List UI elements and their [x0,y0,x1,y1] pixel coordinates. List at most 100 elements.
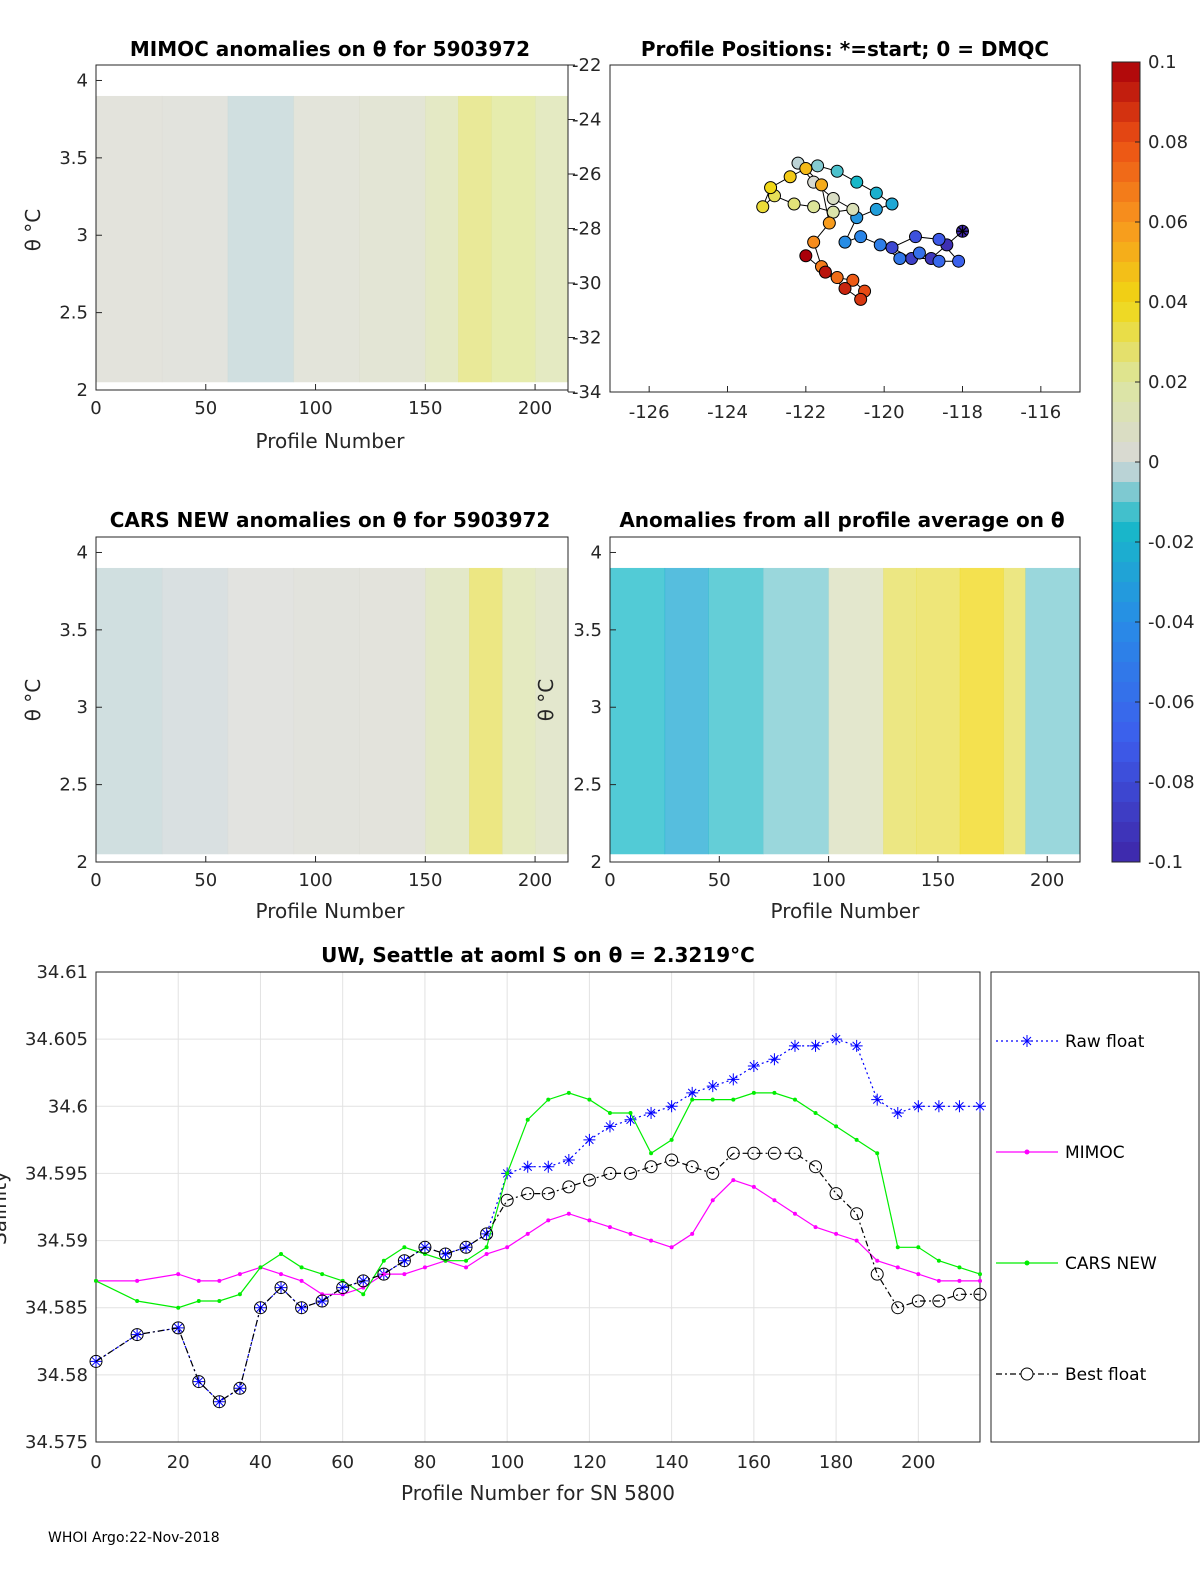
salinity-y-tick-label: 34.575 [25,1432,88,1453]
series-point [706,1166,720,1180]
legend-label: MIMOC [1065,1143,1125,1163]
series-point [196,1299,201,1303]
positions-y-tick-label: -24 [572,110,601,131]
cars-panel-title: CARS NEW anomalies on θ for 5903972 [110,508,551,532]
allavg-heatmap: 0 50 100 150 200 2 2.5 3 3.5 4 [573,536,1081,891]
colorbar-segment [1112,82,1140,103]
colorbar-tick-label: 0.08 [1148,132,1188,153]
allavg-band [828,567,884,855]
series-point [464,1265,469,1270]
series-point [443,1258,448,1263]
series-point [521,1187,535,1201]
series-point [213,1395,226,1408]
colorbar-segment [1112,322,1140,343]
cars-y-tick-label: 3.5 [59,620,88,641]
colorbar-segment [1112,282,1140,303]
position-point [932,254,946,268]
colorbar-segment [1112,622,1140,643]
all-average-anomaly-panel: Anomalies from all profile average on θ … [534,508,1081,923]
series-point [336,1281,350,1295]
allavg-band [664,567,709,855]
series-point [854,1137,859,1142]
colorbar-segment [1112,602,1140,623]
series-point [726,1146,740,1160]
series-point [196,1278,201,1283]
series-point [603,1120,616,1133]
salinity-y-label: Salinity [0,1171,11,1245]
colorbar-tick-label: -0.06 [1148,692,1195,713]
series-point [772,1090,777,1095]
colorbar-segment [1112,682,1140,703]
colorbar: 0.1 0.08 0.06 0.04 0.02 0 -0.02 -0.04 -0.06 -0.08… [1111,52,1195,873]
series-point [731,1097,736,1102]
positions-panel-title: Profile Positions: *=start; 0 = DMQC [641,37,1049,61]
series-point [176,1272,181,1277]
series-point [89,1354,103,1368]
series-point [751,1184,756,1189]
mimoc-band [293,95,360,383]
position-point [826,205,840,219]
series-point [710,1198,715,1203]
mimoc-band [491,95,536,383]
cars-band [469,567,503,855]
mimoc-y-label: θ °C [21,209,45,252]
series-point [233,1381,247,1395]
cars-anomaly-panel: CARS NEW anomalies on θ for 5903972 0 50 1… [21,508,569,923]
series-point [402,1245,407,1250]
series-line-best-float [95,1152,980,1403]
colorbar-segment [1112,202,1140,223]
start-marker [956,225,969,238]
position-point [826,192,840,206]
series-point [566,1211,571,1216]
position-point [815,178,828,192]
colorbar-tick-label: 0.1 [1148,52,1177,73]
legend-box [990,971,1200,1443]
allavg-y-tick-label: 4 [591,542,602,563]
series-point [171,1321,185,1335]
series-point [237,1272,242,1277]
series-point [484,1252,489,1256]
positions-x-tick-label: -120 [864,402,905,423]
series-point [356,1274,370,1288]
series-point [747,1146,761,1160]
colorbar-segment [1112,262,1140,283]
series-point [932,1294,946,1308]
series-line-cars-new [95,1092,981,1309]
position-point [846,202,860,216]
position-point [952,254,966,268]
positions-y-tick-label: -22 [572,55,601,76]
legend-label: CARS NEW [1065,1254,1157,1274]
colorbar-segment [1112,142,1140,163]
positions-y-tick-label: -32 [572,328,601,349]
position-point [869,202,883,216]
series-point [542,1160,555,1173]
series-point [402,1272,407,1277]
position-point [783,170,797,184]
colorbar-segment [1112,522,1140,543]
colorbar-tick-label: -0.1 [1148,852,1183,873]
series-point [891,1301,905,1315]
position-point [885,197,899,211]
cars-x-tick-label: 150 [408,870,442,891]
series-point [731,1178,736,1183]
series-line-raw-float [95,1038,980,1403]
series-point [727,1073,740,1086]
salinity-y-tick-label: 34.585 [25,1298,88,1319]
series-point [315,1294,329,1308]
series-point [253,1301,267,1315]
allavg-y-tick-label: 3 [591,697,602,718]
colorbar-segment [1112,222,1140,243]
legend-label: Best float [1065,1365,1147,1385]
colorbar-segment [1112,542,1140,563]
series-point [217,1299,222,1303]
colorbar-segment [1112,802,1140,823]
colorbar-segment [1112,242,1140,263]
position-point [885,241,899,255]
allavg-x-tick-label: 50 [708,870,731,891]
salinity-x-tick-label: 180 [819,1452,853,1473]
position-point [818,265,832,279]
series-point [974,1100,986,1113]
salinity-x-label: Profile Number for SN 5800 [401,1481,675,1505]
mimoc-x-tick-label: 150 [408,398,442,419]
